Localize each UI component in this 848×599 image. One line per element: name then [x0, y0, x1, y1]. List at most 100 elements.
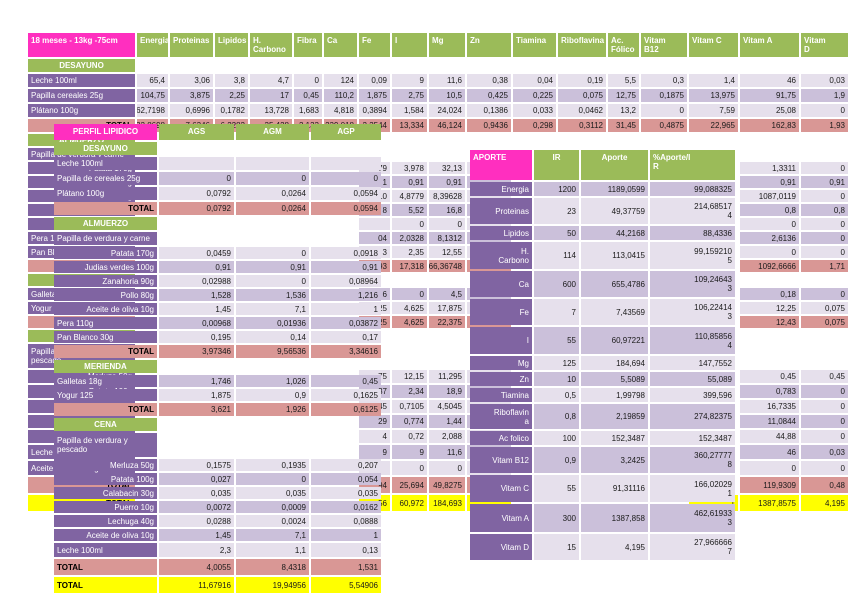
perfil-cell-12-1[interactable]: 1,45	[159, 303, 234, 315]
perfil-cell-18-3[interactable]: 0,1625	[311, 389, 381, 401]
diet-cell-4-5[interactable]: 1,683	[294, 104, 322, 117]
diet-cell-5-12[interactable]: 0,3112	[558, 119, 606, 132]
diet-cell-3-12[interactable]: 0,075	[558, 89, 606, 102]
diet-cell-5-10[interactable]: 0,9436	[467, 119, 511, 132]
perfil-cell-3-1[interactable]: 0	[159, 172, 234, 185]
perfil-cell-5-3[interactable]: 0,0594	[311, 202, 381, 215]
perfil-cell-23-1[interactable]: 0,027	[159, 473, 234, 485]
perfil-cell-4-0[interactable]: Plátano 100g	[54, 187, 157, 200]
diet-cell-24-8[interactable]: 0,7105	[392, 400, 427, 413]
aporte-cell-3-1[interactable]: 50	[534, 226, 579, 240]
perfil-cell-29-0[interactable]: TOTAL	[54, 559, 157, 575]
diet-cell-4-1[interactable]: 62,7198	[137, 104, 168, 117]
diet-cell-18-8[interactable]: 4,625	[392, 302, 427, 314]
diet-cell-2-15[interactable]: 1,4	[689, 74, 738, 87]
aporte-cell-0-2[interactable]: Aporte	[581, 150, 648, 180]
perfil-cell-24-3[interactable]: 0,035	[311, 487, 381, 499]
diet-cell-4-13[interactable]: 13,2	[608, 104, 639, 117]
perfil-cell-4-1[interactable]: 0,0792	[159, 187, 234, 200]
diet-cell-2-3[interactable]: 3,8	[215, 74, 248, 87]
diet-cell-29-9[interactable]: 49,8275	[429, 477, 465, 493]
aporte-cell-4-2[interactable]: 113,0415	[581, 242, 648, 269]
diet-cell-1-0[interactable]: DESAYUNO	[28, 59, 135, 72]
diet-cell-8-9[interactable]: 32,13	[429, 162, 465, 174]
perfil-cell-28-1[interactable]: 2,3	[159, 543, 234, 557]
diet-cell-29-17[interactable]: 0,48	[801, 477, 848, 493]
diet-cell-3-0[interactable]: Papilla cereales 25g	[28, 89, 135, 102]
perfil-cell-24-1[interactable]: 0,035	[159, 487, 234, 499]
diet-cell-2-17[interactable]: 0,03	[801, 74, 848, 87]
diet-cell-14-8[interactable]: 2,35	[392, 246, 427, 258]
diet-cell-0-11[interactable]: Tiamina	[513, 33, 556, 57]
diet-cell-0-8[interactable]: I	[392, 33, 427, 57]
aporte-cell-16-0[interactable]: Vitam D	[470, 534, 532, 560]
diet-cell-24-17[interactable]: 0	[801, 400, 848, 413]
perfil-cell-5-0[interactable]: TOTAL	[54, 202, 157, 215]
perfil-cell-23-2[interactable]: 0	[236, 473, 309, 485]
aporte-cell-12-1[interactable]: 100	[534, 431, 579, 445]
perfil-cell-22-1[interactable]: 0,1575	[159, 459, 234, 471]
aporte-cell-16-2[interactable]: 4,195	[581, 534, 648, 560]
perfil-cell-22-2[interactable]: 0,1935	[236, 459, 309, 471]
perfil-cell-19-2[interactable]: 1,926	[236, 403, 309, 416]
diet-cell-29-16[interactable]: 119,9309	[740, 477, 799, 493]
aporte-cell-5-1[interactable]: 600	[534, 271, 579, 297]
diet-cell-9-9[interactable]: 0,91	[429, 176, 465, 188]
diet-cell-8-8[interactable]: 3,978	[392, 162, 427, 174]
perfil-cell-8-0[interactable]: Patata 170g	[54, 247, 157, 259]
diet-cell-0-0[interactable]: 18 meses - 13kg -75cm	[28, 33, 135, 57]
diet-cell-26-17[interactable]: 0	[801, 430, 848, 443]
perfil-cell-13-0[interactable]: Pera 110g	[54, 317, 157, 329]
diet-cell-23-9[interactable]: 18,9	[429, 385, 465, 398]
perfil-cell-14-1[interactable]: 0,195	[159, 331, 234, 343]
diet-cell-0-1[interactable]: Energia	[137, 33, 168, 57]
diet-cell-3-7[interactable]: 1,875	[359, 89, 390, 102]
perfil-cell-0-1[interactable]: AGS	[159, 124, 234, 140]
perfil-cell-11-2[interactable]: 1,536	[236, 289, 309, 301]
aporte-cell-14-0[interactable]: Vitam C	[470, 475, 532, 502]
perfil-cell-9-0[interactable]: Judias verdes 100g	[54, 261, 157, 273]
perfil-cell-27-3[interactable]: 1	[311, 529, 381, 541]
diet-cell-22-8[interactable]: 12,15	[392, 370, 427, 383]
perfil-cell-2-3[interactable]	[311, 157, 381, 170]
diet-cell-18-16[interactable]: 12,25	[740, 302, 799, 314]
diet-cell-3-13[interactable]: 12,75	[608, 89, 639, 102]
diet-cell-22-16[interactable]: 0,45	[740, 370, 799, 383]
diet-cell-19-8[interactable]: 4,625	[392, 316, 427, 328]
diet-cell-2-0[interactable]: Leche 100ml	[28, 74, 135, 87]
perfil-cell-15-1[interactable]: 3,97346	[159, 345, 234, 358]
diet-cell-12-17[interactable]: 0	[801, 218, 848, 230]
aporte-cell-15-1[interactable]: 300	[534, 504, 579, 532]
perfil-lipidico-table[interactable]: PERFIL LIPIDICO AGS AGM AGP DESAYUNO Leche 10…	[54, 124, 381, 595]
diet-cell-2-1[interactable]: 65,4	[137, 74, 168, 87]
perfil-cell-4-3[interactable]: 0,0594	[311, 187, 381, 200]
perfil-cell-5-2[interactable]: 0,0264	[236, 202, 309, 215]
diet-cell-3-4[interactable]: 17	[250, 89, 292, 102]
diet-cell-3-5[interactable]: 0,45	[294, 89, 322, 102]
diet-cell-10-16[interactable]: 1087,0119	[740, 190, 799, 202]
diet-cell-22-17[interactable]: 0,45	[801, 370, 848, 383]
diet-cell-17-9[interactable]: 4,5	[429, 288, 465, 300]
diet-cell-24-9[interactable]: 4,5045	[429, 400, 465, 413]
aporte-cell-11-3[interactable]: 274,82375	[650, 404, 735, 429]
aporte-cell-2-1[interactable]: 23	[534, 198, 579, 224]
perfil-cell-12-0[interactable]: Aceite de oliva 10g	[54, 303, 157, 315]
aporte-cell-4-0[interactable]: H. Carbono	[470, 242, 532, 269]
diet-cell-3-8[interactable]: 2,75	[392, 89, 427, 102]
diet-cell-14-16[interactable]: 0	[740, 246, 799, 258]
diet-cell-5-14[interactable]: 0,4875	[641, 119, 687, 132]
perfil-cell-11-3[interactable]: 1,216	[311, 289, 381, 301]
aporte-cell-9-1[interactable]: 10	[534, 372, 579, 386]
aporte-cell-13-3[interactable]: 360,27777 8	[650, 447, 735, 473]
perfil-cell-15-2[interactable]: 9,56536	[236, 345, 309, 358]
aporte-cell-9-3[interactable]: 55,089	[650, 372, 735, 386]
diet-cell-17-16[interactable]: 0,18	[740, 288, 799, 300]
aporte-cell-10-1[interactable]: 0,5	[534, 388, 579, 402]
diet-cell-0-4[interactable]: H. Carbono	[250, 33, 292, 57]
perfil-cell-22-3[interactable]: 0,207	[311, 459, 381, 471]
aporte-cell-1-2[interactable]: 1189,0599	[581, 182, 648, 196]
diet-cell-3-17[interactable]: 1,9	[801, 89, 848, 102]
perfil-cell-26-3[interactable]: 0,0888	[311, 515, 381, 527]
perfil-cell-17-3[interactable]: 0,45	[311, 375, 381, 387]
perfil-cell-20-0[interactable]: CENA	[54, 418, 157, 431]
